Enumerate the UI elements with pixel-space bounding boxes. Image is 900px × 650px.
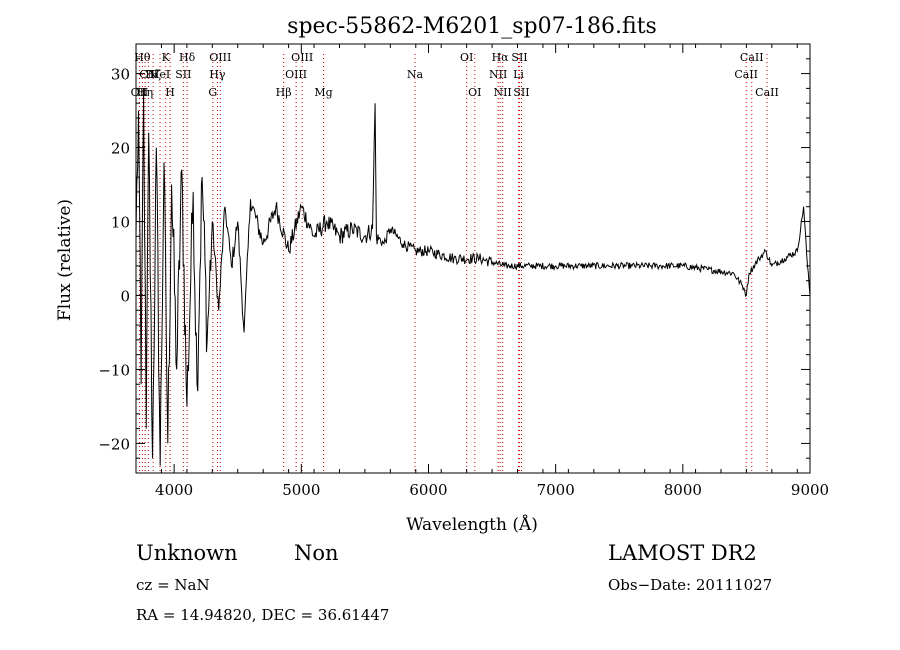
- line-label: OI: [468, 86, 481, 99]
- line-label: CN: [139, 68, 157, 81]
- survey-label: LAMOST DR2: [608, 541, 757, 565]
- line-label: CaII: [734, 68, 758, 81]
- line-label: Hζ: [145, 68, 161, 81]
- line-label: OIII: [291, 51, 313, 64]
- line-label: Li: [513, 68, 524, 81]
- plot-frame: [135, 43, 811, 474]
- class-label: Unknown: [136, 541, 238, 565]
- x-axis: 4000 5000 6000 7000 8000 9000: [135, 44, 829, 499]
- line-label: HeI: [150, 68, 170, 81]
- y-axis-label: Flux (relative): [55, 199, 75, 321]
- line-label: SII: [175, 68, 191, 81]
- line-label: OI: [460, 51, 473, 64]
- line-label: Hγ: [209, 68, 226, 81]
- y-tick-label: −10: [98, 361, 130, 379]
- line-label: NII: [489, 68, 507, 81]
- line-label: Hθ: [134, 51, 151, 64]
- line-label: SII: [513, 86, 529, 99]
- coords-label: RA = 14.94820, DEC = 36.61447: [136, 606, 389, 624]
- line-label: G: [208, 86, 217, 99]
- line-label: SII: [511, 51, 527, 64]
- y-tick-label: 0: [120, 287, 130, 305]
- x-tick-label: 5000: [282, 481, 320, 499]
- obs-date-label: Obs−Date: 20111027: [608, 576, 772, 594]
- y-tick-label: 10: [111, 214, 130, 232]
- line-label: NII: [493, 86, 511, 99]
- y-axis: −20 −10 0 10 20 30: [98, 43, 810, 474]
- subclass-label: Non: [294, 541, 339, 565]
- spectrum-line: [135, 88, 811, 466]
- x-tick-label: 7000: [537, 481, 575, 499]
- y-tick-label: 30: [111, 66, 130, 84]
- line-label: OIII: [285, 68, 307, 81]
- line-labels: OIIHθHηCNHζHeIKHSIIHδGHγOIIIHβOIIIOIIIMg…: [131, 51, 779, 99]
- line-label: Mg: [314, 86, 332, 99]
- cz-label: cz = NaN: [136, 576, 210, 594]
- line-label: K: [162, 51, 171, 64]
- line-label: CaII: [740, 51, 764, 64]
- line-label: Hα: [492, 51, 510, 64]
- line-label: Hη: [137, 86, 153, 99]
- x-tick-label: 6000: [409, 481, 447, 499]
- line-label: OIII: [209, 51, 231, 64]
- y-tick-label: 20: [111, 140, 130, 158]
- chart-title: spec-55862-M6201_sp07-186.fits: [287, 14, 657, 39]
- line-label: CaII: [755, 86, 779, 99]
- x-tick-label: 9000: [791, 481, 829, 499]
- line-label: Hδ: [179, 51, 196, 64]
- line-label: Hβ: [276, 86, 292, 99]
- line-label: H: [165, 86, 175, 99]
- line-label: Na: [407, 68, 424, 81]
- y-tick-label: −20: [98, 435, 130, 453]
- x-axis-label: Wavelength (Å): [406, 514, 538, 535]
- x-tick-label: 8000: [664, 481, 702, 499]
- x-tick-label: 4000: [155, 481, 193, 499]
